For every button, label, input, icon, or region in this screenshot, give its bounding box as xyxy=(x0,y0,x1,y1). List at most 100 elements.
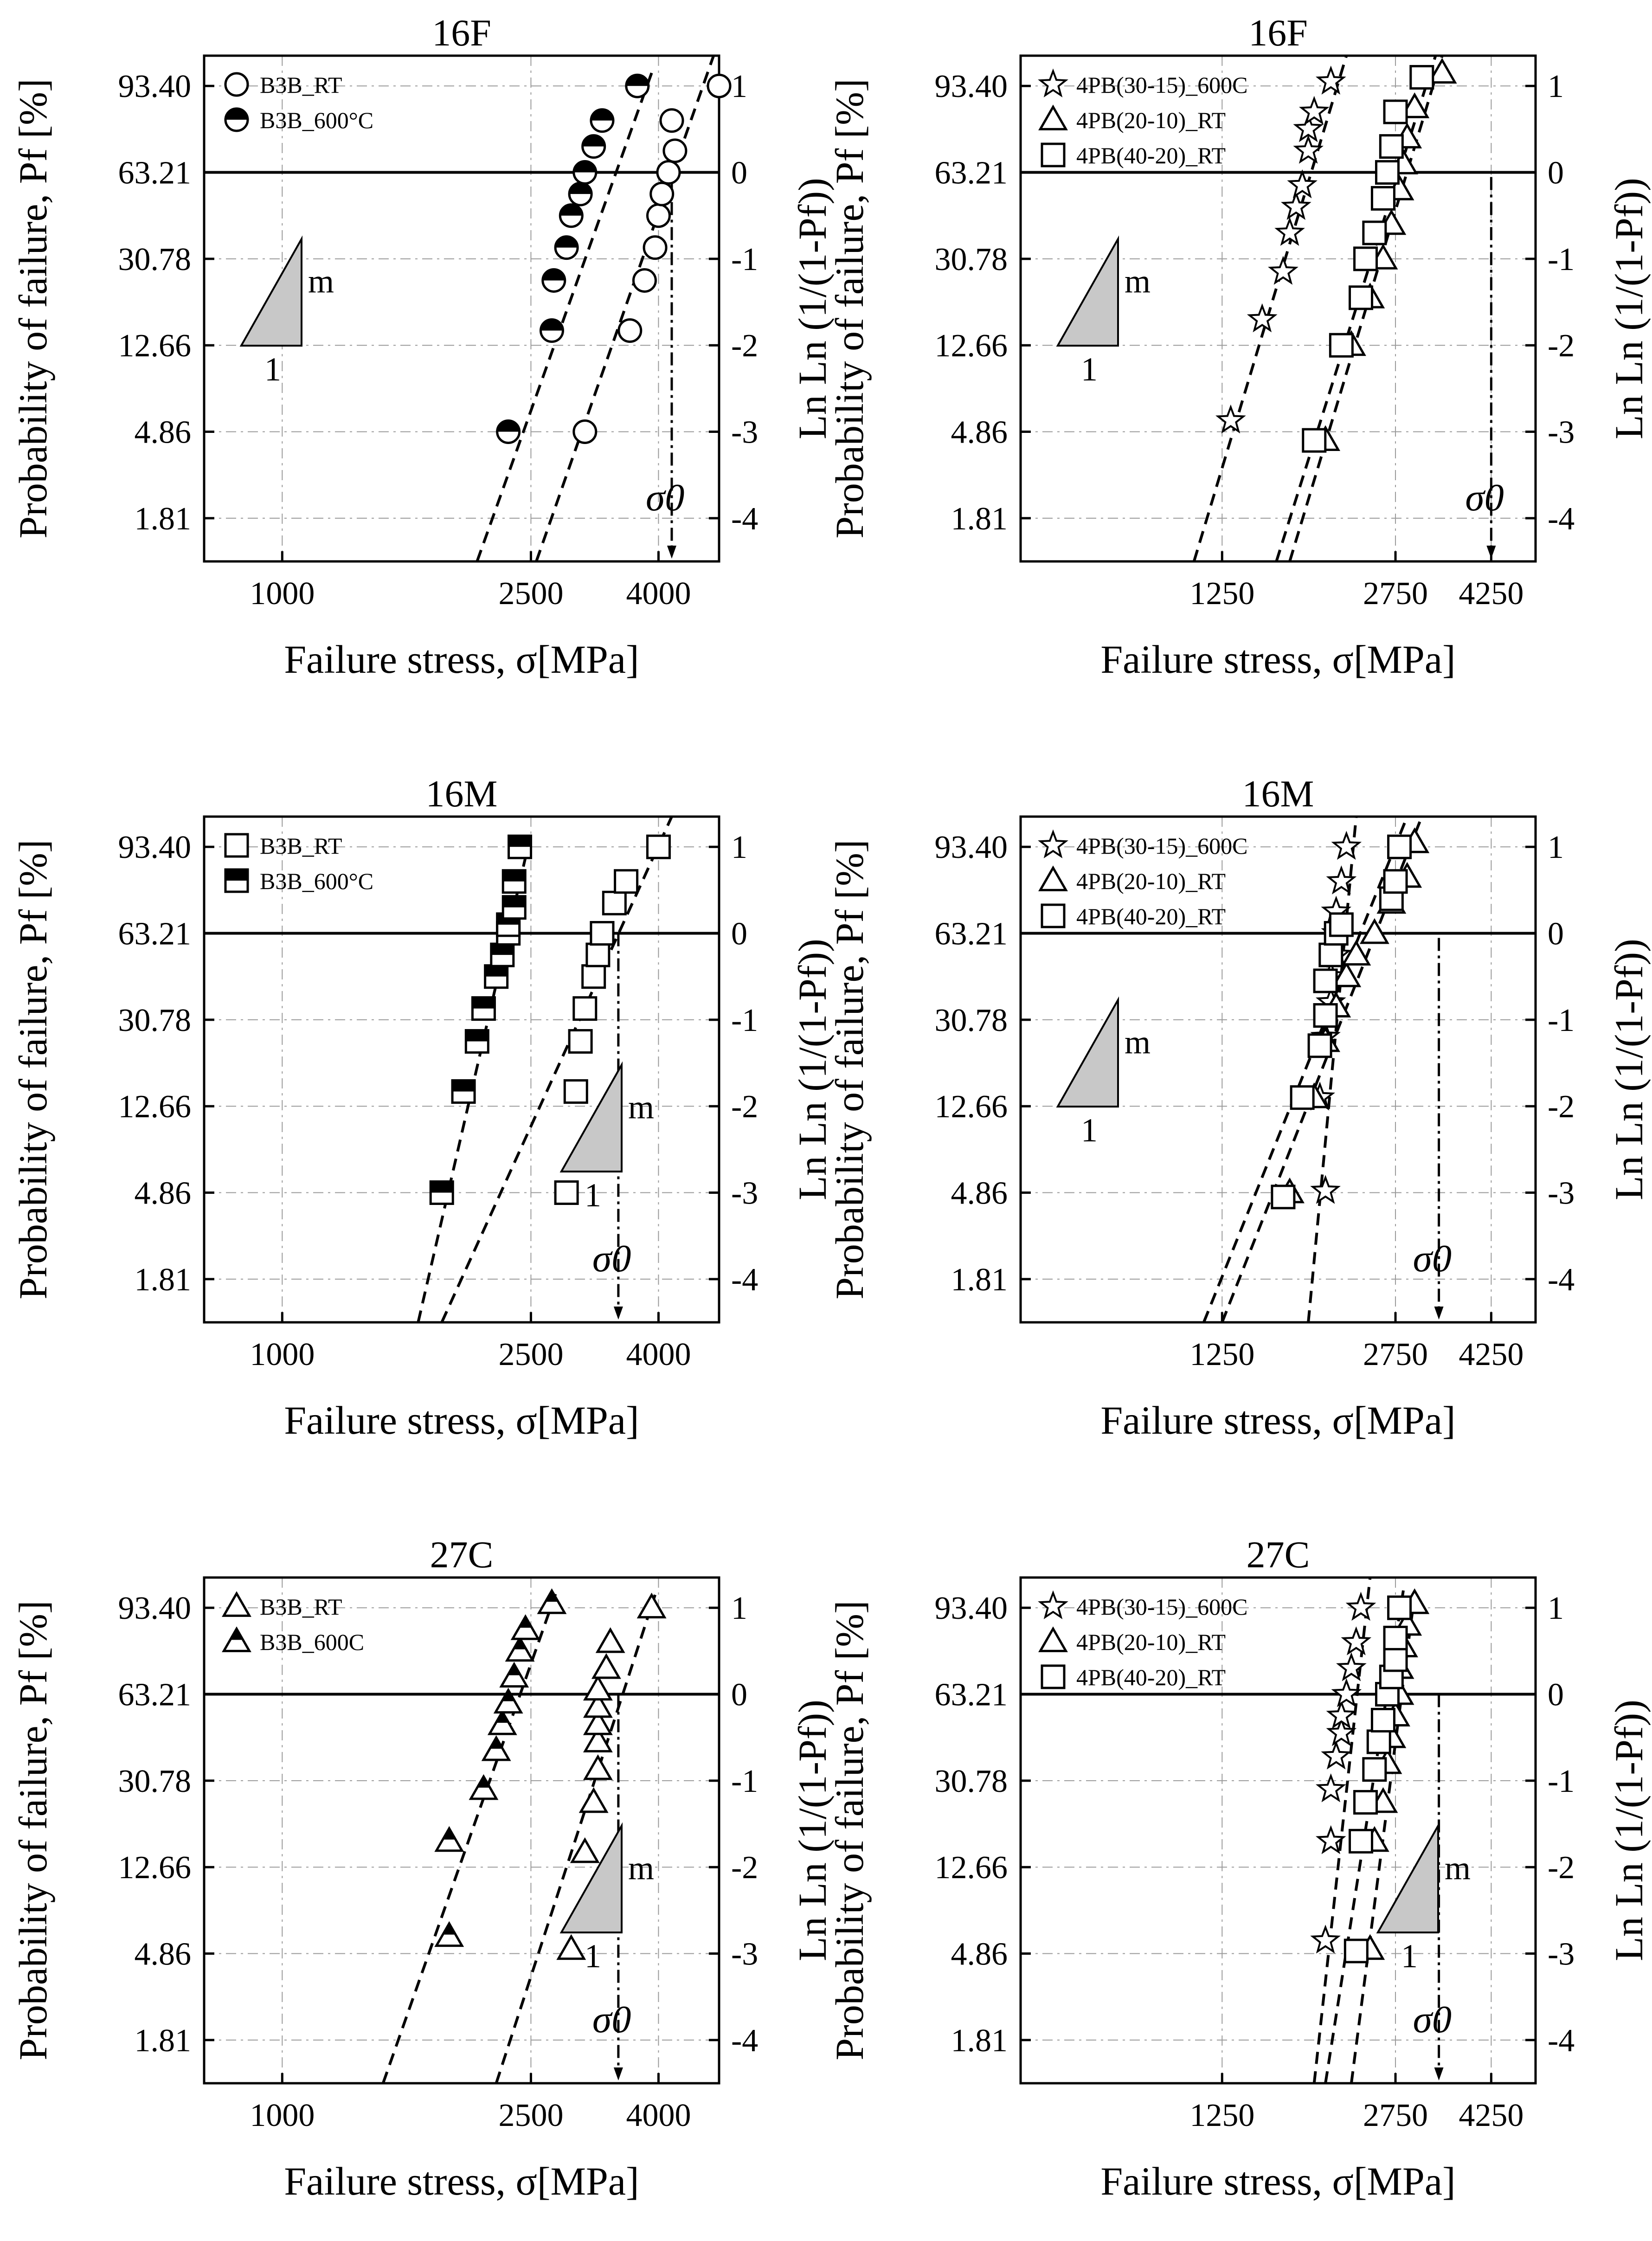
data-point xyxy=(1383,1625,1408,1650)
sigma0-label: σ0 xyxy=(592,1237,631,1280)
x-tick-label: 1000 xyxy=(250,1337,315,1372)
data-point xyxy=(1366,1729,1391,1754)
data-point xyxy=(1349,285,1374,310)
plot-frame xyxy=(203,815,720,1324)
y-tick-label-right: -3 xyxy=(1548,1176,1575,1211)
series-1-points xyxy=(554,834,671,1205)
data-point xyxy=(579,1787,609,1813)
fit-line xyxy=(381,1590,559,2083)
series-3-points xyxy=(1343,1595,1412,1964)
sigma0-label: σ0 xyxy=(1413,1237,1452,1280)
legend-marker xyxy=(224,833,249,858)
y-tick-label-right: 1 xyxy=(731,830,747,865)
data-point xyxy=(1315,65,1346,95)
data-point xyxy=(1215,404,1246,434)
sigma0-label: σ0 xyxy=(1465,476,1504,519)
x-tick-label: 1250 xyxy=(1189,576,1254,612)
legend-marker-fill xyxy=(230,1629,243,1640)
y-tick-label-left: 30.78 xyxy=(935,1003,1008,1038)
y-tick-label-right: -2 xyxy=(731,1850,758,1886)
y-axis-label-left: Probability of failure, Pf [%] xyxy=(11,839,55,1299)
y-tick-label-right: 0 xyxy=(1548,1677,1564,1713)
data-point-fill xyxy=(569,183,592,194)
slope-m-label: m xyxy=(308,263,334,300)
data-point xyxy=(632,268,657,293)
y-tick-label-right: -4 xyxy=(1548,2023,1575,2059)
y-tick-label-left: 93.40 xyxy=(118,1591,192,1626)
data-point xyxy=(1345,1591,1376,1621)
data-point xyxy=(469,1774,499,1800)
slope-m-label: m xyxy=(1445,1849,1471,1887)
legend-marker xyxy=(1041,903,1066,928)
y-tick-label-right: -1 xyxy=(1548,1764,1575,1799)
y-tick-label-right: 0 xyxy=(1548,916,1564,952)
y-tick-label-left: 12.66 xyxy=(935,1850,1008,1886)
slope-m-label: m xyxy=(1125,263,1151,300)
data-point xyxy=(583,1726,613,1752)
y-tick-label-left: 4.86 xyxy=(135,1176,192,1211)
plot-frame xyxy=(1019,815,1537,1324)
x-tick-label: 1000 xyxy=(250,2098,315,2133)
data-point-fill xyxy=(452,1080,475,1092)
data-point xyxy=(1326,1700,1357,1729)
y-tick-label-left: 93.40 xyxy=(935,69,1008,104)
data-point xyxy=(614,869,639,894)
x-tick-label: 4250 xyxy=(1459,2098,1523,2133)
y-tick-label-left: 12.66 xyxy=(118,1850,192,1886)
legend-marker-fill xyxy=(225,869,248,881)
y-tick-label-right: 0 xyxy=(731,1677,747,1713)
data-point xyxy=(1379,134,1404,159)
y-tick-label-left: 63.21 xyxy=(118,1677,192,1713)
data-point xyxy=(1331,831,1362,860)
fit-line xyxy=(476,72,653,561)
slope-one-label: 1 xyxy=(585,1938,601,1975)
y-tick-label-right: -1 xyxy=(731,1003,758,1038)
y-tick-label-left: 12.66 xyxy=(935,328,1008,364)
data-point-fill xyxy=(495,1712,509,1723)
y-tick-label-left: 12.66 xyxy=(118,328,192,364)
legend-label: 4PB(20-10)_RT xyxy=(1076,1629,1226,1655)
slope-m-label: m xyxy=(1125,1024,1151,1061)
data-point xyxy=(559,203,584,228)
data-point xyxy=(662,138,688,163)
legend-marker xyxy=(222,1591,251,1617)
data-point xyxy=(625,73,650,98)
y-tick-label-right: -2 xyxy=(1548,1850,1575,1886)
data-point xyxy=(1331,1678,1362,1707)
data-point xyxy=(1287,169,1318,199)
x-tick-label: 1250 xyxy=(1189,1337,1254,1372)
y-tick-label-left: 4.86 xyxy=(951,1176,1008,1211)
legend-marker xyxy=(1038,1590,1068,1619)
fit-lines xyxy=(381,1590,656,2083)
sigma0-label: σ0 xyxy=(1413,1998,1452,2041)
x-axis-label: Failure stress, σ[MPa] xyxy=(1100,1398,1455,1442)
slope-one-label: 1 xyxy=(264,351,281,388)
y-tick-label-left: 63.21 xyxy=(118,155,192,191)
plot-frame xyxy=(203,1576,720,2085)
y-tick-label-left: 1.81 xyxy=(951,501,1008,537)
chart-title: 16F xyxy=(432,12,491,54)
chart-title: 27C xyxy=(1247,1533,1310,1576)
data-point-fill xyxy=(491,944,514,955)
y-tick-label-right: -2 xyxy=(1548,1089,1575,1125)
data-point xyxy=(602,890,627,915)
series-1-points xyxy=(572,73,732,444)
data-point xyxy=(1302,428,1327,453)
sigma0-label: σ0 xyxy=(592,1998,631,2041)
fit-line xyxy=(440,817,673,1322)
data-point xyxy=(501,895,527,920)
x-tick-label: 2500 xyxy=(498,2098,563,2133)
chart-title: 16F xyxy=(1248,12,1308,54)
series-2-points xyxy=(496,73,650,444)
sigma0-arrowhead xyxy=(613,1307,623,1320)
fit-line xyxy=(1192,56,1348,561)
data-point-fill xyxy=(443,1923,456,1935)
data-point xyxy=(1427,58,1457,84)
y-tick-label-left: 4.86 xyxy=(951,415,1008,451)
data-point xyxy=(1329,333,1354,358)
y-tick-label-left: 1.81 xyxy=(135,1262,192,1298)
data-point xyxy=(572,419,598,444)
y-tick-label-right: -2 xyxy=(1548,328,1575,364)
data-point xyxy=(501,869,527,894)
data-point xyxy=(451,1079,476,1104)
